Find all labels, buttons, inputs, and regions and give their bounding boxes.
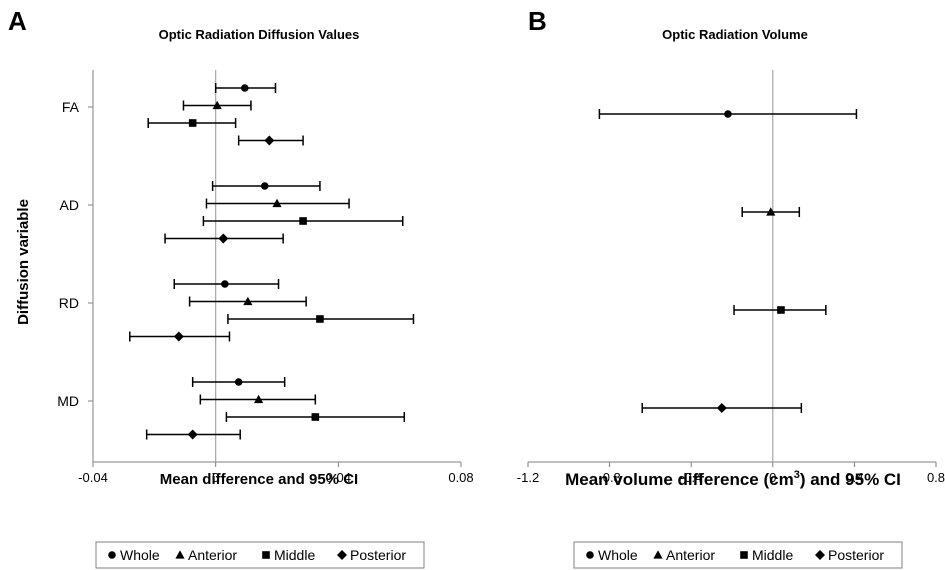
chart-a-y-title: Diffusion variable [15,199,32,325]
chart-b-point-middle [777,306,785,314]
chart-a-plot: -0.04 0 0.04 0.08 FA AD RD MD [57,70,474,485]
chart-a-point-fa-posterior [264,135,275,146]
chart-a-point-fa-anterior [212,100,222,110]
chart-b-x-tick-label: -0.8 [598,470,620,485]
legend-a-marker-whole [108,551,116,559]
chart-b-x-tick-label: -1.2 [517,470,539,485]
legend-b-marker-middle [740,551,748,559]
chart-a-point-rd-whole [221,280,229,288]
chart-a-point-fa-middle [188,119,197,127]
chart-a-category-label-ad: AD [60,197,79,213]
chart-a-point-ad-anterior [272,198,282,208]
legend-b-label-whole: Whole [598,547,638,563]
chart-a-point-rd-middle [316,315,324,323]
chart-a-x-title: Mean difference and 95% CI [160,471,358,488]
chart-a-point-md-anterior [254,394,264,404]
legend-b-box [573,541,903,569]
chart-a-point-rd-anterior [243,296,253,306]
panel-a-letter: A [8,6,27,36]
chart-b-x-tick-label: -0.4 [680,470,702,485]
chart-a-x-tick-label: 0.04 [326,470,351,485]
chart-a-point-md-whole [234,378,243,386]
chart-a-point-ad-whole [260,182,269,190]
legend-a-marker-posterior [337,550,347,560]
chart-b-x-tick-label: 0 [769,470,776,485]
legend-b-marker-whole [586,551,594,559]
legend-a-marker-anterior [175,550,185,559]
chart-b-plot: -1.2 -0.8 -0.4 0 0.4 0.8 [517,70,945,485]
chart-a-point-md-posterior [187,429,198,440]
chart-b-x-tick-label: 0.4 [845,470,863,485]
chart-b-point-whole [724,110,732,118]
chart-b-x-title: Mean volume difference (cm3) and 95% CI [565,469,901,489]
chart-a-point-rd-posterior [173,331,184,342]
chart-b-point-anterior [766,207,776,216]
legend-a-label-posterior: Posterior [350,547,406,563]
legend-b-marker-posterior [815,550,825,560]
legend-a-label-middle: Middle [274,547,315,563]
legend-a-marker-middle [262,551,270,559]
chart-b-title: Optic Radiation Volume [662,27,808,42]
legend-b-label-posterior: Posterior [828,547,884,563]
chart-a-point-ad-posterior [218,233,229,244]
legend-a-label-whole: Whole [120,547,160,563]
chart-a-point-ad-middle [299,217,307,225]
chart-a-category-label-md: MD [57,393,79,409]
chart-b-x-tick-label: 0.8 [927,470,945,485]
legend-a: Whole Anterior Middle Posterior [108,547,406,563]
chart-a-x-tick-label: 0 [212,470,219,485]
legend-b-marker-anterior [653,550,663,559]
chart-a-category-label-rd: RD [59,295,79,311]
chart-a-x-tick-label: -0.04 [78,470,108,485]
chart-a-title: Optic Radiation Diffusion Values [159,27,360,42]
legend-a-box [95,541,425,569]
chart-a-x-tick-label: 0.08 [448,470,473,485]
legend-b-label-anterior: Anterior [666,547,715,563]
panel-b-letter: B [528,6,547,36]
chart-a-category-label-fa: FA [62,99,80,115]
legend-a-label-anterior: Anterior [188,547,237,563]
chart-a-point-md-middle [311,413,320,421]
legend-b: Whole Anterior Middle Posterior [586,547,884,563]
chart-b-point-posterior [716,403,727,413]
chart-a-point-fa-whole [241,84,249,92]
legend-b-label-middle: Middle [752,547,793,563]
